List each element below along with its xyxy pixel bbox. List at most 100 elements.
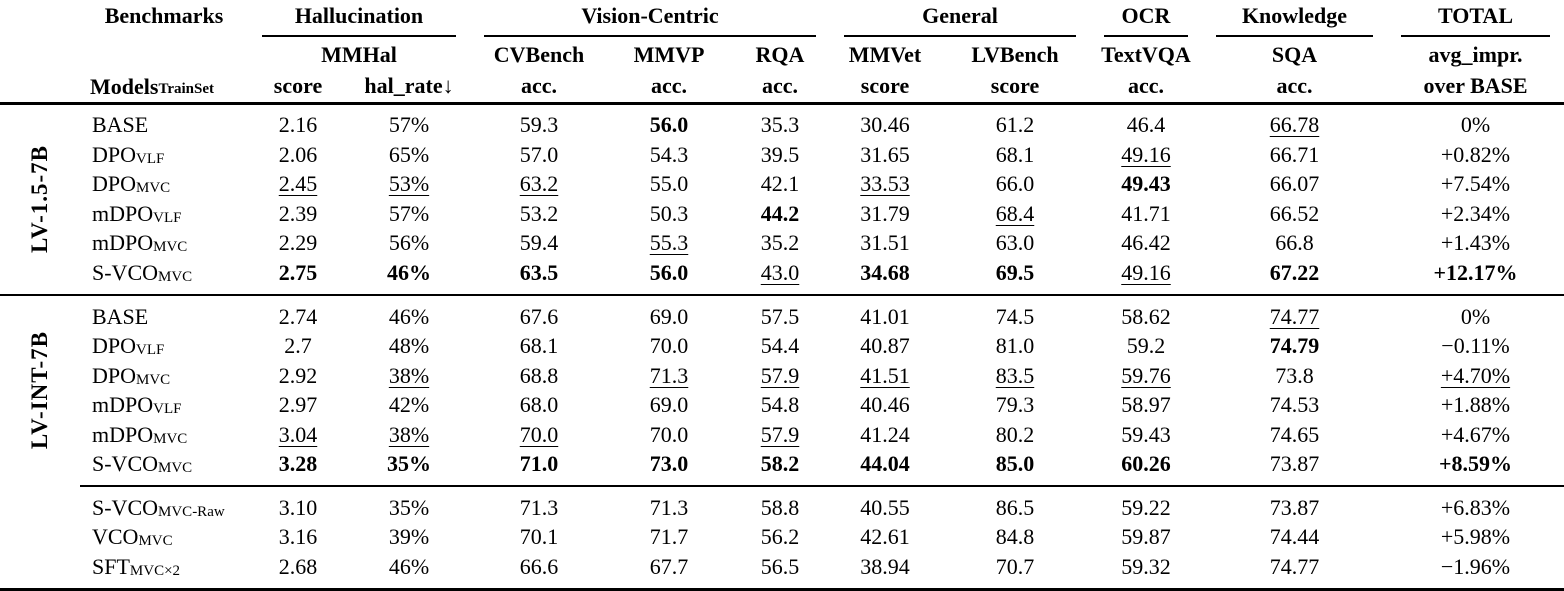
value-cell: 68.8: [470, 361, 608, 391]
value-text: 73.87: [1270, 495, 1320, 521]
value-text: 58.62: [1121, 304, 1171, 330]
value-text: 59.2: [1127, 333, 1166, 359]
value-cell: 68.1: [940, 140, 1090, 170]
value-text: 31.65: [860, 142, 910, 168]
value-text: +1.43%: [1441, 230, 1510, 256]
value-cell: 71.3: [608, 493, 730, 523]
value-cell: 0%: [1387, 302, 1564, 332]
value-text: 38%: [389, 422, 429, 448]
value-text: 55.0: [650, 171, 689, 197]
value-cell: 55.0: [608, 170, 730, 200]
value-cell: 2.74: [248, 302, 348, 332]
value-cell: 3.16: [248, 523, 348, 553]
value-text: 63.5: [520, 260, 559, 286]
value-text: 57%: [389, 201, 429, 227]
value-cell: 66.0: [940, 170, 1090, 200]
value-text: 59.43: [1121, 422, 1171, 448]
value-cell: 38%: [348, 420, 470, 450]
metric-header-lvbench-score: score: [940, 70, 1090, 102]
value-text: 68.0: [520, 392, 559, 418]
value-cell: 0%: [1387, 111, 1564, 141]
value-text: 70.1: [520, 524, 559, 550]
col-group-knowledge: Knowledge: [1202, 0, 1387, 32]
value-text: 57.9: [761, 422, 800, 448]
value-text: 56.0: [650, 112, 689, 138]
value-text: 40.46: [860, 392, 910, 418]
benchmark-header-sqa: SQA: [1202, 40, 1387, 70]
value-text: 73.8: [1275, 363, 1314, 389]
value-text: 54.8: [761, 392, 800, 418]
value-cell: 38%: [348, 361, 470, 391]
value-text: +7.54%: [1441, 171, 1510, 197]
value-cell: 56.0: [608, 111, 730, 141]
value-cell: 38.94: [830, 552, 940, 582]
value-cell: 67.7: [608, 552, 730, 582]
value-text: 79.3: [996, 392, 1035, 418]
value-text: 35%: [389, 495, 429, 521]
value-cell: 55.3: [608, 229, 730, 259]
value-text: 2.45: [279, 171, 318, 197]
col-group-general: General: [830, 0, 1090, 32]
value-cell: 53.2: [470, 199, 608, 229]
value-cell: 66.07: [1202, 170, 1387, 200]
value-cell: +2.34%: [1387, 199, 1564, 229]
value-cell: 74.53: [1202, 391, 1387, 421]
value-cell: 66.52: [1202, 199, 1387, 229]
value-text: 44.2: [761, 201, 800, 227]
value-text: 61.2: [996, 112, 1035, 138]
row-group-label: LV-INT-7B: [0, 302, 80, 479]
model-trainset-subscript: VLF: [153, 211, 181, 229]
value-text: +1.88%: [1441, 392, 1510, 418]
value-cell: 58.62: [1090, 302, 1202, 332]
model-name: BASE: [92, 112, 148, 138]
value-cell: 69.5: [940, 258, 1090, 288]
value-text: 70.7: [996, 554, 1035, 580]
value-cell: 57.0: [470, 140, 608, 170]
value-text: 2.97: [279, 392, 318, 418]
benchmark-header-avg-impr: avg_impr.: [1387, 40, 1564, 70]
model-trainset-subscript: MVC: [136, 181, 170, 199]
value-cell: 80.2: [940, 420, 1090, 450]
value-cell: 66.8: [1202, 229, 1387, 259]
value-text: 56.0: [650, 260, 689, 286]
value-cell: 83.5: [940, 361, 1090, 391]
models-label-subscript: TrainSet: [158, 82, 214, 100]
value-cell: +7.54%: [1387, 170, 1564, 200]
model-trainset-subscript: MVC: [136, 373, 170, 391]
value-cell: 56%: [348, 229, 470, 259]
model-name: DPO: [92, 142, 136, 168]
value-text: 59.3: [520, 112, 559, 138]
value-text: 35%: [387, 451, 431, 477]
value-text: 2.29: [279, 230, 318, 256]
value-text: 0%: [1461, 112, 1490, 138]
group-rule-knowledge: [1216, 35, 1373, 37]
value-cell: 68.0: [470, 391, 608, 421]
value-text: 2.68: [279, 554, 318, 580]
value-cell: +0.82%: [1387, 140, 1564, 170]
value-cell: +12.17%: [1387, 258, 1564, 288]
value-text: 74.53: [1270, 392, 1320, 418]
value-cell: 53%: [348, 170, 470, 200]
value-text: 43.0: [761, 260, 800, 286]
benchmark-header-textvqa: TextVQA: [1090, 40, 1202, 70]
value-cell: 48%: [348, 332, 470, 362]
value-text: 70.0: [650, 422, 689, 448]
value-cell: 35.3: [730, 111, 830, 141]
value-cell: 41.01: [830, 302, 940, 332]
value-cell: 42.61: [830, 523, 940, 553]
metric-header-sqa-acc: acc.: [1202, 70, 1387, 102]
value-cell: 70.1: [470, 523, 608, 553]
metric-header-hal-rate: hal_rate↓: [348, 70, 470, 102]
value-text: 73.0: [650, 451, 689, 477]
value-cell: 40.87: [830, 332, 940, 362]
value-cell: 54.4: [730, 332, 830, 362]
value-text: 2.75: [279, 260, 318, 286]
value-text: 46%: [387, 260, 431, 286]
value-cell: 58.2: [730, 450, 830, 480]
value-cell: 66.71: [1202, 140, 1387, 170]
value-cell: 67.22: [1202, 258, 1387, 288]
